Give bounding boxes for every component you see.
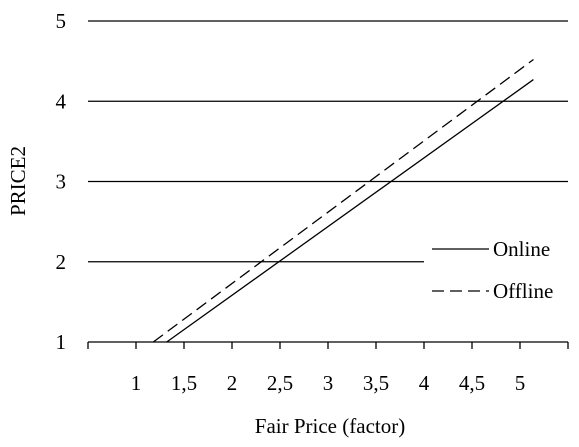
y-tick-label: 3 bbox=[56, 170, 67, 194]
x-tick-label: 1,5 bbox=[171, 371, 197, 395]
x-axis-title: Fair Price (factor) bbox=[255, 414, 405, 438]
x-tick-label: 2,5 bbox=[267, 371, 293, 395]
series-lines bbox=[152, 58, 534, 343]
x-tick-label: 1 bbox=[131, 371, 142, 395]
legend-label-offline: Offline bbox=[493, 279, 553, 303]
axes bbox=[87, 341, 569, 349]
x-tick-label: 3 bbox=[323, 371, 334, 395]
y-tick-label: 1 bbox=[56, 330, 67, 354]
y-axis-title: PRICE2 bbox=[6, 146, 30, 216]
tick-labels: 1 2 3 4 5 1 1,5 2 2,5 3 3,5 4 4,5 5 bbox=[56, 9, 526, 395]
series-line-online bbox=[166, 79, 534, 343]
x-tick-label: 4 bbox=[419, 371, 430, 395]
x-tick-label: 3,5 bbox=[363, 371, 389, 395]
legend-label-online: Online bbox=[493, 237, 550, 261]
y-tick-label: 2 bbox=[56, 250, 67, 274]
x-tick-label: 2 bbox=[227, 371, 238, 395]
y-tick-label: 4 bbox=[56, 89, 67, 113]
y-tick-label: 5 bbox=[56, 9, 67, 33]
legend: Online Offline bbox=[432, 237, 553, 303]
series-line-offline bbox=[152, 58, 534, 343]
gridlines bbox=[88, 20, 568, 263]
x-tick-label: 5 bbox=[515, 371, 526, 395]
x-tick-label: 4,5 bbox=[459, 371, 485, 395]
